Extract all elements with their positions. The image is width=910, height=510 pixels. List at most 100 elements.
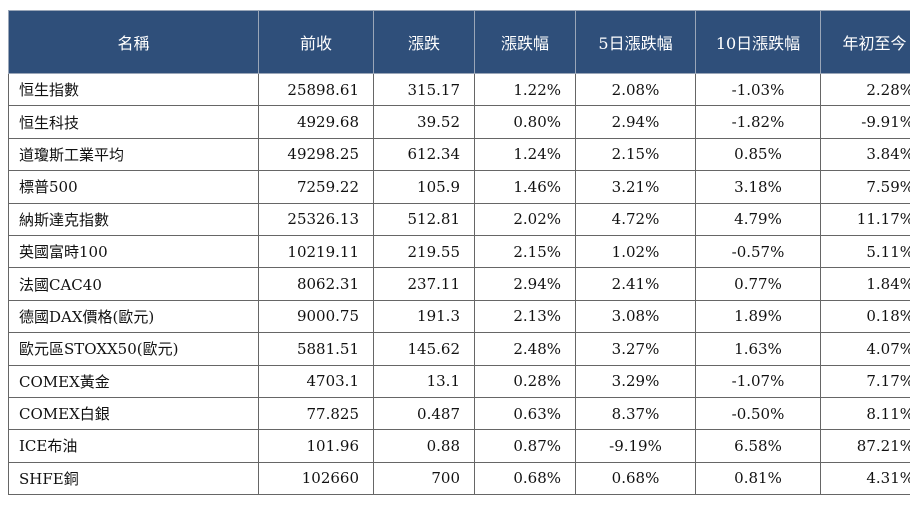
cell-name: COMEX黃金 [8, 364, 259, 398]
cell-ytd: 87.21% [820, 429, 910, 463]
cell-ytd: 7.17% [820, 364, 910, 398]
cell-prev-close: 10219.11 [258, 234, 374, 269]
cell-change-pct: 0.80% [474, 105, 576, 139]
cell-ytd: 5.11% [820, 234, 910, 269]
cell-prev-close: 4703.1 [258, 364, 374, 398]
cell-change-pct: 2.48% [474, 332, 576, 366]
cell-5d-change-pct: 2.41% [575, 267, 696, 301]
cell-ytd: 3.84% [820, 137, 910, 172]
cell-ytd: 8.11% [820, 396, 910, 431]
cell-5d-change-pct: 3.27% [575, 332, 696, 366]
cell-ytd: 1.84% [820, 267, 910, 301]
cell-10d-change-pct: -0.50% [695, 396, 821, 431]
cell-name: 標普500 [8, 170, 259, 204]
cell-change-pct: 1.46% [474, 170, 576, 204]
header-change-pct: 漲跌幅 [474, 10, 576, 74]
cell-10d-change-pct: 0.77% [695, 267, 821, 301]
cell-5d-change-pct: 8.37% [575, 396, 696, 431]
cell-10d-change-pct: 0.85% [695, 137, 821, 172]
cell-prev-close: 8062.31 [258, 267, 374, 301]
cell-name: SHFE銅 [8, 461, 259, 496]
cell-change: 219.55 [373, 234, 475, 269]
header-5d-change-pct: 5日漲跌幅 [575, 10, 696, 74]
cell-ytd: 0.18% [820, 299, 910, 334]
cell-change: 105.9 [373, 170, 475, 204]
table-row: 英國富時100 10219.11 219.55 2.15% 1.02% -0.57% 5.1… [8, 234, 910, 269]
cell-change: 39.52 [373, 105, 475, 139]
cell-ytd: 2.28% [820, 72, 910, 107]
table-row: 納斯達克指數 25326.13 512.81 2.02% 4.72% 4.79% 11.17… [8, 202, 910, 236]
cell-5d-change-pct: 0.68% [575, 461, 696, 496]
cell-ytd: 4.31% [820, 461, 910, 496]
cell-change-pct: 2.13% [474, 299, 576, 334]
cell-change-pct: 0.63% [474, 396, 576, 431]
cell-10d-change-pct: -1.82% [695, 105, 821, 139]
cell-prev-close: 5881.51 [258, 332, 374, 366]
cell-5d-change-pct: 2.94% [575, 105, 696, 139]
cell-name: COMEX白銀 [8, 396, 259, 431]
cell-change-pct: 2.02% [474, 202, 576, 236]
cell-5d-change-pct: 4.72% [575, 202, 696, 236]
cell-change: 0.88 [373, 429, 475, 463]
cell-change: 13.1 [373, 364, 475, 398]
cell-prev-close: 25326.13 [258, 202, 374, 236]
cell-prev-close: 9000.75 [258, 299, 374, 334]
cell-change: 315.17 [373, 72, 475, 107]
cell-10d-change-pct: 1.89% [695, 299, 821, 334]
cell-change: 237.11 [373, 267, 475, 301]
cell-prev-close: 4929.68 [258, 105, 374, 139]
header-ytd: 年初至今 [820, 10, 910, 74]
cell-ytd: 4.07% [820, 332, 910, 366]
cell-name: 德國DAX價格(歐元) [8, 299, 259, 334]
cell-5d-change-pct: 3.08% [575, 299, 696, 334]
header-change: 漲跌 [373, 10, 475, 74]
cell-name: 歐元區STOXX50(歐元) [8, 332, 259, 366]
cell-change-pct: 0.68% [474, 461, 576, 496]
table-body: 恒生指數 25898.61 315.17 1.22% 2.08% -1.03% 2.28% 恒… [8, 72, 910, 496]
cell-name: 英國富時100 [8, 234, 259, 269]
cell-prev-close: 49298.25 [258, 137, 374, 172]
market-table: 名稱 前收 漲跌 漲跌幅 5日漲跌幅 10日漲跌幅 年初至今 恒生指數 25898… [8, 10, 910, 496]
table-row: 法國CAC40 8062.31 237.11 2.94% 2.41% 0.77% 1.84% [8, 267, 910, 301]
table-row: ICE布油 101.96 0.88 0.87% -9.19% 6.58% 87.21% [8, 429, 910, 463]
cell-5d-change-pct: 2.08% [575, 72, 696, 107]
cell-5d-change-pct: 3.21% [575, 170, 696, 204]
cell-5d-change-pct: 3.29% [575, 364, 696, 398]
cell-prev-close: 101.96 [258, 429, 374, 463]
cell-prev-close: 102660 [258, 461, 374, 496]
cell-change-pct: 0.28% [474, 364, 576, 398]
cell-prev-close: 7259.22 [258, 170, 374, 204]
cell-name: 恒生科技 [8, 105, 259, 139]
cell-ytd: 7.59% [820, 170, 910, 204]
cell-ytd: 11.17% [820, 202, 910, 236]
cell-change-pct: 2.15% [474, 234, 576, 269]
cell-10d-change-pct: -0.57% [695, 234, 821, 269]
cell-change: 700 [373, 461, 475, 496]
cell-name: 道瓊斯工業平均 [8, 137, 259, 172]
cell-change: 0.487 [373, 396, 475, 431]
header-prev-close: 前收 [258, 10, 374, 74]
cell-10d-change-pct: 6.58% [695, 429, 821, 463]
cell-change-pct: 2.94% [474, 267, 576, 301]
cell-prev-close: 77.825 [258, 396, 374, 431]
table-row: 恒生指數 25898.61 315.17 1.22% 2.08% -1.03% 2.28% [8, 72, 910, 107]
table-row: 恒生科技 4929.68 39.52 0.80% 2.94% -1.82% -9.91% [8, 105, 910, 139]
cell-name: ICE布油 [8, 429, 259, 463]
cell-ytd: -9.91% [820, 105, 910, 139]
cell-name: 法國CAC40 [8, 267, 259, 301]
header-10d-change-pct: 10日漲跌幅 [695, 10, 821, 74]
cell-name: 納斯達克指數 [8, 202, 259, 236]
cell-10d-change-pct: -1.03% [695, 72, 821, 107]
cell-name: 恒生指數 [8, 72, 259, 107]
table-row: SHFE銅 102660 700 0.68% 0.68% 0.81% 4.31% [8, 461, 910, 496]
cell-change: 612.34 [373, 137, 475, 172]
table-row: 德國DAX價格(歐元) 9000.75 191.3 2.13% 3.08% 1.89% 0.… [8, 299, 910, 334]
cell-prev-close: 25898.61 [258, 72, 374, 107]
cell-10d-change-pct: 0.81% [695, 461, 821, 496]
cell-change-pct: 1.24% [474, 137, 576, 172]
table-row: 道瓊斯工業平均 49298.25 612.34 1.24% 2.15% 0.85% 3.84… [8, 137, 910, 172]
cell-change: 512.81 [373, 202, 475, 236]
header-row: 名稱 前收 漲跌 漲跌幅 5日漲跌幅 10日漲跌幅 年初至今 [8, 10, 910, 74]
cell-change: 145.62 [373, 332, 475, 366]
cell-10d-change-pct: 3.18% [695, 170, 821, 204]
